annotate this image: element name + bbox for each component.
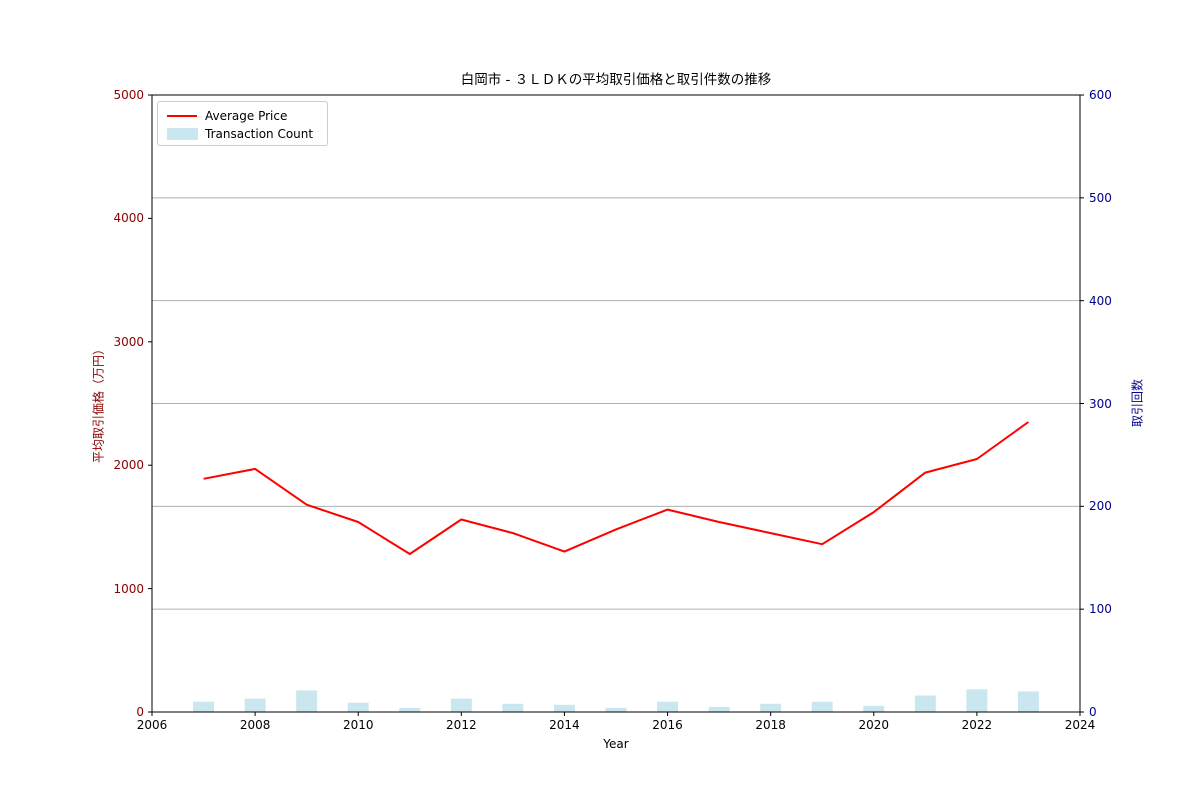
- bar-transaction-count: [553, 704, 575, 712]
- bar-transaction-count: [1017, 691, 1039, 712]
- x-tick-label: 2024: [1064, 718, 1096, 732]
- bar-transaction-count: [347, 702, 369, 712]
- y-tick-right-label: 100: [1089, 602, 1112, 617]
- x-tick-label: 2022: [961, 718, 993, 732]
- x-tick-label: 2010: [342, 718, 374, 732]
- x-tick-label: 2012: [446, 718, 477, 732]
- legend-item-average-price: Average Price: [167, 107, 327, 125]
- line-swatch-icon: [167, 115, 197, 117]
- legend-label: Transaction Count: [205, 127, 314, 141]
- bar-transaction-count: [399, 707, 421, 712]
- chart-title: 白岡市 - ３ＬＤＫの平均取引価格と取引件数の推移: [460, 72, 772, 88]
- bar-transaction-count: [450, 698, 472, 712]
- y-tick-left-label: 2000: [113, 458, 144, 473]
- y-tick-left-label: 3000: [113, 334, 144, 349]
- bar-transaction-count: [760, 703, 782, 712]
- x-tick-label: 2014: [549, 718, 580, 732]
- bar-transaction-count: [657, 701, 679, 712]
- bar-transaction-count: [605, 707, 627, 712]
- y-tick-right-label: 600: [1089, 88, 1112, 102]
- x-axis-label: Year: [603, 737, 629, 751]
- x-tick-label: 2016: [652, 718, 683, 732]
- bar-transaction-count: [193, 701, 215, 712]
- y-tick-left-label: 1000: [113, 581, 144, 596]
- left-axis-label: 平均取引価格（万円）: [91, 342, 106, 464]
- y-tick-left-label: 5000: [113, 88, 144, 102]
- bar-transaction-count: [914, 695, 936, 712]
- y-tick-left-label: 0: [136, 705, 144, 719]
- x-tick-label: 2006: [136, 718, 168, 732]
- bar-transaction-count: [966, 689, 988, 712]
- x-tick-label: 2020: [858, 718, 890, 732]
- x-tick-label: 2018: [755, 718, 786, 732]
- bar-transaction-count: [244, 698, 266, 712]
- bar-transaction-count: [502, 703, 524, 712]
- y-tick-right-label: 200: [1089, 499, 1112, 514]
- y-tick-right-label: 500: [1089, 190, 1112, 205]
- legend-item-transaction-count: Transaction Count: [167, 125, 327, 143]
- legend-label: Average Price: [205, 109, 288, 123]
- average-price-line: [203, 421, 1029, 555]
- y-tick-right-label: 400: [1089, 293, 1112, 308]
- bar-transaction-count: [863, 705, 885, 712]
- x-tick-label: 2008: [239, 718, 271, 732]
- y-tick-right-label: 0: [1089, 705, 1097, 719]
- patch-swatch-icon: [167, 128, 198, 140]
- y-tick-left-label: 4000: [113, 211, 144, 226]
- legend: Average Price Transaction Count: [157, 101, 328, 146]
- bar-transaction-count: [811, 701, 833, 712]
- y-tick-right-label: 300: [1089, 396, 1112, 411]
- bar-transaction-count: [708, 706, 730, 712]
- bar-transaction-count: [296, 690, 318, 712]
